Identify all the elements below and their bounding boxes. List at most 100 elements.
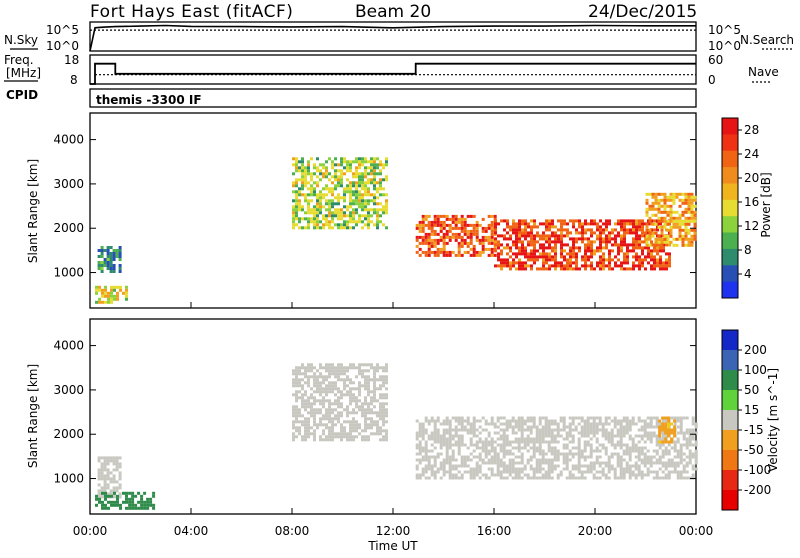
data-cell-region-4 [647,246,650,250]
data-cell-region-4 [635,228,638,232]
data-cell-region-1 [128,491,132,495]
data-cell-region-4 [620,261,623,265]
data-cell-region-3 [454,419,458,423]
data-cell-region-4 [557,228,560,232]
data-cell-region-2 [361,402,364,406]
data-cell-region-3 [424,241,428,245]
data-cell-region-4 [560,249,563,253]
data-cell-region-2 [313,193,316,197]
data-cell-region-3 [454,223,458,227]
data-cell-region-2 [343,199,346,203]
data-cell-region-3 [433,428,437,432]
data-cell-region-3 [613,443,617,447]
y-tick-label: 3000 [53,177,84,191]
data-cell-region-3 [643,464,647,468]
data-cell-region-2 [361,438,364,442]
data-cell-region-2 [307,220,310,224]
data-cell-region-2 [364,202,367,206]
data-cell-region-3 [433,419,437,423]
data-cell-region-2 [379,178,382,182]
data-cell-region-2 [367,226,370,230]
data-cell-region-4 [605,222,608,226]
data-cell-region-2 [346,205,349,209]
data-cell-region-3 [490,419,494,423]
data-cell-region-5 [672,195,676,199]
data-cell-region-2 [373,369,376,373]
data-cell-region-2 [325,223,328,227]
data-cell-region-3 [646,434,650,438]
data-cell-region-3 [478,458,482,462]
data-cell-region-2 [370,163,373,167]
data-cell-region-3 [601,461,605,465]
data-cell-region-3 [538,422,542,426]
data-cell-region-3 [421,431,425,435]
data-cell-region-2 [322,429,325,433]
data-cell-region-3 [547,425,551,429]
data-cell-region-3 [562,428,566,432]
data-cell-region-1 [131,506,135,510]
data-cell-region-5 [687,243,691,247]
data-cell-region-2 [295,169,298,173]
data-cell-region-3 [652,425,656,429]
data-cell-region-1 [131,494,135,498]
data-cell-region-2 [385,387,388,391]
data-cell-region-0 [100,456,104,460]
data-cell-region-3 [523,467,527,471]
data-cell-region-4 [563,264,566,268]
data-cell-region-3 [559,473,563,477]
data-cell-region-3 [631,446,635,450]
data-cell-region-2 [361,184,364,188]
data-cell-region-3 [682,434,686,438]
data-cell-region-3 [568,434,572,438]
data-cell-region-4 [638,243,641,247]
data-cell-region-4 [527,222,530,226]
data-cell-region-2 [292,411,295,415]
data-cell-region-3 [568,422,572,426]
data-cell-region-4 [667,419,671,423]
data-cell-region-3 [463,419,467,423]
data-cell-region-2 [316,408,319,412]
data-cell-region-3 [520,422,524,426]
data-cell-region-2 [337,199,340,203]
data-cell-region-3 [586,464,590,468]
data-cell-region-3 [517,473,521,477]
data-cell-region-5 [645,201,649,205]
data-cell-region-3 [550,440,554,444]
data-cell-region-4 [554,258,557,262]
data-cell-region-3 [499,443,503,447]
data-cell-region-3 [469,431,473,435]
data-cell-region-2 [382,438,385,442]
data-cell-region-2 [322,396,325,400]
data-cell-region-3 [646,422,650,426]
data-cell-region-2 [307,217,310,221]
data-cell-region-3 [607,458,611,462]
data-cell-region-2 [379,378,382,382]
data-cell-region-3 [448,443,452,447]
data-cell-region-2 [340,432,343,436]
data-cell-region-2 [298,372,301,376]
data-cell-region-4 [518,258,521,262]
data-cell-region-3 [664,464,668,468]
data-cell-region-3 [604,434,608,438]
data-cell-region-4 [599,267,602,271]
data-cell-region-3 [493,253,497,257]
data-cell-region-2 [361,175,364,179]
data-cell-region-3 [550,419,554,423]
data-cell-region-3 [502,437,506,441]
data-cell-region-2 [376,369,379,373]
data-cell-region-2 [346,435,349,439]
data-cell-region-4 [554,237,557,241]
data-cell-region-4 [512,225,515,229]
data-cell-region-3 [550,458,554,462]
data-cell-region-2 [292,423,295,427]
data-cell-region-2 [334,408,337,412]
data-cell-region-3 [595,437,599,441]
data-cell-region-4 [530,219,533,223]
data-cell-region-3 [475,238,479,242]
data-cell-region-3 [442,470,446,474]
data-cell-region-5 [687,198,691,202]
data-cell-region-2 [298,160,301,164]
data-cell-region-2 [295,163,298,167]
data-cell-region-4 [658,440,662,444]
